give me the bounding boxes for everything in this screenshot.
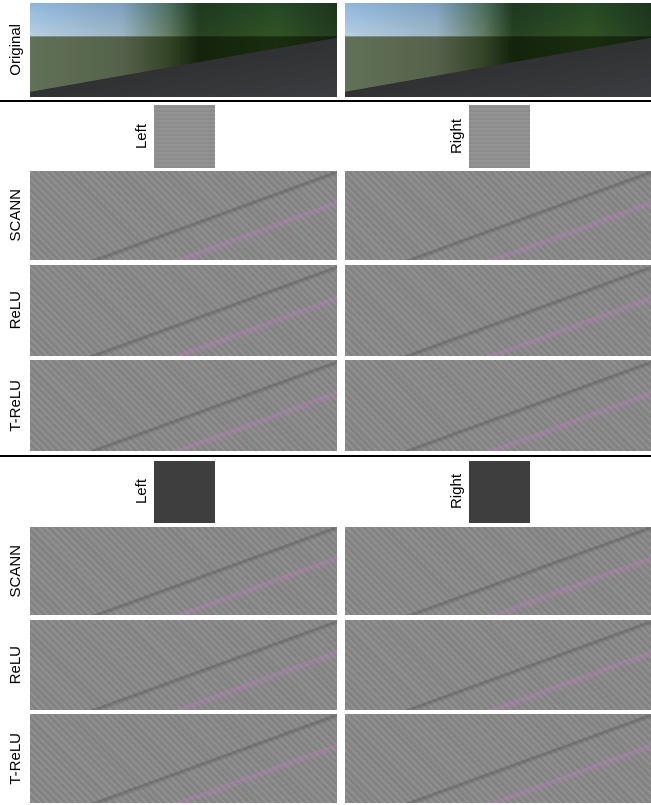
label-text: ReLU	[7, 291, 24, 329]
label-text: Left	[133, 479, 150, 504]
row-label: Original	[0, 3, 30, 97]
kernel-image	[154, 105, 215, 168]
original-left-image	[30, 3, 337, 97]
row-label: ReLU	[0, 620, 30, 710]
original-right-image	[345, 3, 651, 97]
row-label: T-ReLU	[0, 714, 30, 803]
feature-map	[30, 527, 337, 615]
row-label: SCANN	[0, 527, 30, 615]
feature-map	[345, 714, 651, 803]
kernel-label: Right	[445, 105, 467, 168]
feature-map	[345, 360, 651, 451]
label-text: SCANN	[7, 189, 24, 242]
feature-map	[30, 360, 337, 451]
kernel-label: Left	[130, 105, 152, 168]
kernel-image	[154, 461, 215, 523]
kernel-label: Right	[445, 461, 467, 523]
label-text: Right	[448, 119, 465, 154]
feature-map	[30, 714, 337, 803]
feature-map	[345, 620, 651, 710]
feature-map	[30, 171, 337, 260]
feature-map	[345, 527, 651, 615]
label-text: ReLU	[7, 646, 24, 684]
figure: Original Left Right SCANN ReLU T-ReLU Left Rig…	[0, 0, 651, 805]
label-text: Left	[133, 124, 150, 149]
label-text: Original	[7, 24, 24, 76]
row-label: T-ReLU	[0, 360, 30, 451]
label-text: SCANN	[7, 545, 24, 598]
kernel-image	[469, 105, 530, 168]
kernel-image	[469, 461, 530, 523]
label-text: T-ReLU	[7, 380, 24, 432]
kernel-label: Left	[130, 461, 152, 523]
feature-map	[345, 171, 651, 260]
label-text: Right	[448, 474, 465, 509]
row-label: SCANN	[0, 171, 30, 260]
feature-map	[345, 265, 651, 356]
feature-map	[30, 265, 337, 356]
divider	[0, 455, 651, 457]
feature-map	[30, 620, 337, 710]
divider	[0, 100, 651, 102]
row-label: ReLU	[0, 265, 30, 356]
label-text: T-ReLU	[7, 733, 24, 785]
